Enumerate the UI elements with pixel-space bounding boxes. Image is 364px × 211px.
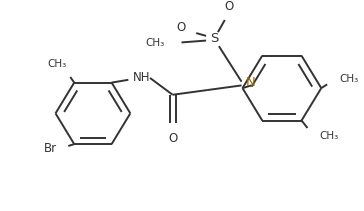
Text: CH₃: CH₃	[146, 38, 165, 48]
Text: NH: NH	[133, 72, 151, 84]
Text: O: O	[168, 132, 177, 145]
Text: Br: Br	[43, 142, 56, 155]
Text: CH₃: CH₃	[47, 59, 66, 69]
Text: O: O	[224, 0, 233, 14]
Text: CH₃: CH₃	[319, 131, 339, 141]
Text: O: O	[176, 21, 185, 34]
Text: CH₃: CH₃	[339, 74, 358, 84]
Text: S: S	[210, 32, 218, 45]
Text: N: N	[245, 76, 255, 89]
